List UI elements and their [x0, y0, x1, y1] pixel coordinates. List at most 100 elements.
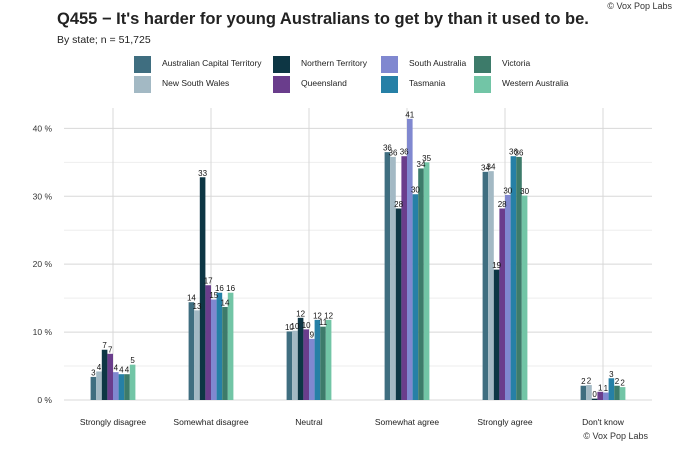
bar-australian-capital-territory [580, 385, 587, 400]
bar-new-south-wales [488, 171, 494, 400]
bar-western-australia [619, 387, 626, 400]
legend-swatch [134, 76, 151, 93]
chart-subtitle: By state; n = 51,725 [57, 34, 151, 46]
bar-south-australia [407, 118, 413, 401]
x-tick-label: Somewhat agree [375, 417, 440, 427]
data-label: 4 [97, 363, 102, 372]
bar-tasmania [118, 374, 125, 400]
data-label: 41 [405, 110, 414, 119]
data-label: 12 [313, 311, 322, 320]
legend-label: New South Wales [162, 78, 230, 88]
data-label: 15 [209, 291, 218, 300]
bar-victoria [614, 385, 620, 400]
data-label: 28 [394, 200, 403, 209]
bar-australian-capital-territory [188, 302, 195, 400]
data-label: 11 [319, 318, 328, 327]
bar-victoria [418, 168, 424, 400]
data-label: 7 [102, 341, 107, 350]
legend-swatch [134, 56, 151, 73]
y-tick-label: 40 % [33, 123, 53, 133]
data-label: 36 [509, 148, 518, 157]
bar-new-south-wales [292, 330, 298, 400]
data-label: 2 [620, 379, 625, 388]
data-label: 17 [204, 277, 213, 286]
y-tick-label: 10 % [33, 327, 53, 337]
bar-australian-capital-territory [286, 331, 293, 400]
legend-label: Northern Territory [301, 58, 367, 68]
x-tick-label: Don't know [582, 417, 625, 427]
bar-queensland [499, 208, 505, 400]
legend-label: Western Australia [502, 78, 569, 88]
data-label: 34 [417, 160, 426, 169]
bar-australian-capital-territory [482, 171, 489, 400]
bar-south-australia [505, 194, 511, 400]
bar-victoria [222, 306, 228, 400]
data-label: 36 [383, 144, 392, 153]
data-label: 34 [481, 163, 490, 172]
bar-western-australia [227, 292, 234, 400]
legend-swatch [474, 76, 491, 93]
bar-northern-territory [395, 208, 402, 400]
legend-swatch [474, 56, 491, 73]
data-label: 4 [114, 364, 119, 373]
data-label: 36 [389, 148, 398, 157]
data-label: 12 [324, 311, 333, 320]
data-label: 30 [520, 187, 529, 196]
legend-label: Tasmania [409, 78, 446, 88]
bar-tasmania [412, 194, 419, 400]
data-label: 28 [498, 200, 507, 209]
data-label: 2 [581, 377, 586, 386]
data-label: 14 [187, 294, 196, 303]
bar-queensland [597, 391, 603, 400]
data-label: 5 [130, 356, 135, 365]
legend-swatch [381, 76, 398, 93]
data-label: 7 [108, 345, 113, 354]
bar-australian-capital-territory [384, 152, 391, 400]
y-tick-label: 20 % [33, 259, 53, 269]
data-label: 35 [422, 154, 431, 163]
data-label: 30 [411, 186, 420, 195]
x-tick-label: Somewhat disagree [173, 417, 248, 427]
bar-queensland [303, 329, 309, 400]
bar-new-south-wales [96, 371, 102, 400]
bar-western-australia [325, 319, 332, 400]
data-label: 1 [604, 384, 609, 393]
x-tick-label: Strongly disagree [80, 417, 146, 427]
bar-south-australia [211, 299, 217, 400]
legend-swatch [273, 56, 290, 73]
legend-swatch [381, 56, 398, 73]
bar-western-australia [423, 162, 430, 400]
legend-label: Australian Capital Territory [162, 58, 262, 68]
legend-label: Queensland [301, 78, 347, 88]
data-label: 2 [587, 377, 592, 386]
bar-northern-territory [297, 317, 304, 400]
data-label: 3 [91, 368, 96, 377]
bar-new-south-wales [194, 310, 200, 400]
data-label: 1 [598, 383, 603, 392]
bar-australian-capital-territory [90, 376, 97, 400]
data-label: 34 [487, 163, 496, 172]
bar-queensland [401, 156, 407, 400]
data-label: 19 [492, 261, 501, 270]
bar-northern-territory [591, 398, 598, 400]
data-label: 36 [400, 148, 409, 157]
data-label: 3 [609, 370, 614, 379]
bar-victoria [516, 156, 522, 400]
bar-queensland [205, 285, 211, 400]
bar-victoria [320, 326, 326, 400]
bar-queensland [107, 353, 113, 400]
bar-tasmania [510, 156, 517, 400]
bar-northern-territory [199, 177, 206, 400]
bar-new-south-wales [586, 385, 592, 400]
data-label: 0 [592, 390, 597, 399]
bar-south-australia [309, 338, 315, 400]
data-label: 36 [515, 148, 524, 157]
bar-northern-territory [493, 269, 500, 400]
legend-label: Victoria [502, 58, 531, 68]
bar-victoria [124, 374, 130, 400]
x-tick-label: Neutral [295, 417, 323, 427]
bar-northern-territory [101, 349, 108, 400]
bar-western-australia [521, 195, 528, 400]
x-tick-label: Strongly agree [477, 417, 533, 427]
